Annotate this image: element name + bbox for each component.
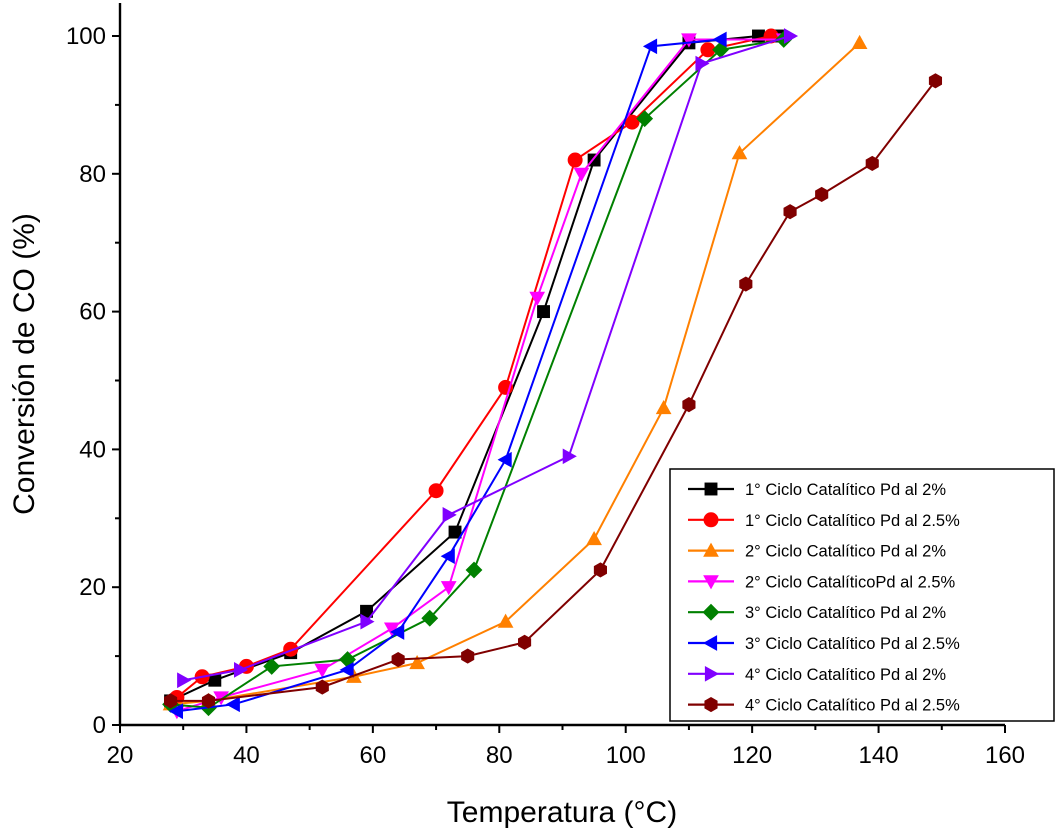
data-point: [421, 609, 439, 627]
data-point: [586, 530, 602, 546]
legend-label: 3° Ciclo Catalítico Pd al 2.5%: [745, 635, 960, 653]
data-point: [529, 291, 546, 306]
data-point: [731, 145, 748, 160]
y-tick-label: 40: [79, 436, 106, 463]
data-point: [783, 204, 797, 220]
data-point: [928, 73, 943, 89]
legend-marker: [703, 575, 719, 590]
data-point: [695, 55, 710, 72]
data-point: [712, 31, 727, 48]
legend-item: 4° Ciclo Catalítico Pd al 2%: [688, 666, 946, 684]
series-layer: [162, 28, 943, 720]
legend-label: 2° Ciclo Catalítico Pd al 2%: [745, 543, 946, 561]
legend-item: 2° Ciclo Catalítico Pd al 2%: [688, 542, 946, 561]
data-point: [314, 663, 331, 678]
x-tick-label: 140: [859, 742, 899, 769]
data-point: [177, 672, 192, 689]
data-point: [164, 693, 178, 709]
legend-item: 1° Ciclo Catalítico Pd al 2%: [688, 481, 946, 499]
legend: 1° Ciclo Catalítico Pd al 2% 1° Ciclo Cat…: [669, 468, 1055, 722]
legend-item: 3° Ciclo Catalítico Pd al 2.5%: [688, 635, 960, 653]
data-point: [739, 276, 753, 292]
data-point: [440, 548, 455, 565]
legend-item: 3° Ciclo Catalítico Pd al 2%: [688, 603, 946, 622]
legend-label: 4° Ciclo Catalítico Pd al 2.5%: [745, 697, 960, 715]
data-point: [465, 561, 483, 579]
legend-marker: [703, 542, 719, 557]
data-point: [851, 34, 868, 49]
y-tick-label: 0: [93, 712, 106, 739]
data-point: [201, 693, 216, 709]
data-point: [497, 451, 512, 468]
series-7: [177, 28, 799, 689]
data-point: [587, 153, 601, 167]
legend-label: 4° Ciclo Catalítico Pd al 2%: [745, 666, 946, 684]
series-8: [164, 73, 943, 709]
data-point: [390, 624, 405, 640]
data-point: [562, 448, 577, 465]
legend-marker: [703, 512, 719, 528]
legend-label: 3° Ciclo Catalítico Pd al 2%: [745, 604, 946, 622]
series-line: [176, 38, 721, 713]
x-tick-label: 60: [360, 742, 387, 769]
x-tick-label: 40: [233, 742, 260, 769]
legend-marker: [704, 665, 720, 682]
x-tick-label: 120: [732, 742, 772, 769]
data-point: [315, 679, 329, 695]
legend-label: 1° Ciclo Catalítico Pd al 2%: [745, 481, 946, 499]
data-point: [442, 507, 457, 523]
y-tick-label: 80: [79, 161, 106, 188]
data-point: [593, 562, 607, 578]
data-point: [448, 525, 462, 539]
data-point: [440, 581, 457, 596]
legend-label: 2° Ciclo CatalíticoPd al 2.5%: [745, 573, 956, 591]
legend-item: 2° Ciclo CatalíticoPd al 2.5%: [688, 573, 956, 591]
y-tick-label: 20: [79, 574, 106, 601]
y-tick-label: 60: [79, 299, 106, 326]
x-tick-label: 160: [985, 742, 1025, 769]
y-tick-label: 100: [66, 23, 106, 50]
data-point: [497, 613, 514, 628]
data-point: [391, 651, 405, 668]
legend-marker: [704, 697, 718, 713]
series-line: [176, 35, 772, 699]
legend-marker: [704, 482, 718, 496]
data-point: [636, 110, 654, 128]
data-point: [234, 662, 249, 678]
data-point: [682, 397, 696, 413]
data-point: [360, 613, 375, 630]
data-point: [428, 483, 444, 499]
data-point: [865, 155, 879, 172]
legend-item: 1° Ciclo Catalítico Pd al 2.5%: [688, 512, 960, 530]
x-tick-label: 80: [486, 742, 513, 769]
data-point: [655, 400, 672, 415]
data-point: [681, 33, 697, 48]
data-point: [573, 167, 590, 182]
data-point: [263, 658, 281, 675]
legend-marker: [702, 635, 718, 651]
legend-box: [669, 468, 1055, 722]
y-axis-title: Conversión de CO (%): [8, 213, 41, 515]
series-6: [168, 31, 727, 720]
data-point: [168, 703, 183, 720]
legend-label: 1° Ciclo Catalítico Pd al 2.5%: [745, 512, 960, 530]
x-axis-title: Temperatura (°C): [447, 796, 677, 829]
data-point: [461, 648, 475, 664]
legend-item: 4° Ciclo Catalítico Pd al 2.5%: [688, 697, 960, 715]
data-point: [225, 696, 240, 713]
data-point: [409, 654, 425, 670]
x-tick-label: 20: [107, 742, 134, 769]
data-point: [339, 662, 354, 678]
data-point: [567, 152, 583, 168]
data-point: [518, 634, 532, 650]
data-point: [537, 305, 550, 319]
data-point: [783, 28, 799, 44]
legend-marker: [702, 603, 720, 621]
data-point: [815, 186, 829, 203]
x-tick-label: 100: [606, 742, 646, 769]
data-point: [642, 38, 658, 55]
